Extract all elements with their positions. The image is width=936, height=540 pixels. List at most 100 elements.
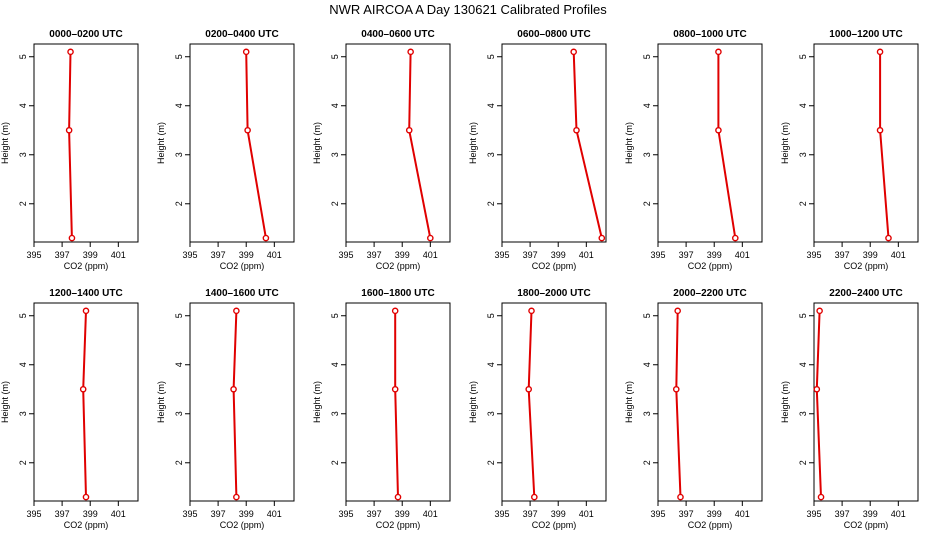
y-tick-label: 4 [18,362,28,367]
profile-point [67,48,74,56]
panel-frame [657,43,763,243]
x-axis-label: CO2 (ppm) [688,520,733,530]
x-tick-label: 399 [83,509,98,519]
profile-point [65,126,73,134]
profile-point [233,493,240,501]
y-tick-label: 4 [798,362,808,367]
x-tick-label: 401 [891,250,906,260]
x-tick-label: 399 [239,509,254,519]
panel-4: 0600–0800 UTC 395 397 399 401 2 3 4 5 CO2 (ppm) He… [468,29,607,271]
panel-10: 1800–2000 UTC 395 397 399 401 2 3 4 5 CO2 (ppm) He… [468,288,607,530]
y-axis-label: Height (m) [780,122,790,164]
y-tick-label: 5 [330,54,340,59]
y-tick-label: 3 [798,411,808,416]
x-tick-label: 399 [863,509,878,519]
x-tick-label: 399 [83,250,98,260]
x-axis-label: CO2 (ppm) [532,261,577,271]
profile-point [262,234,270,242]
y-axis-label: Height (m) [624,122,634,164]
panel-7: 1200–1400 UTC 395 397 399 401 2 3 4 5 CO2 (ppm) He… [0,288,139,530]
panel-frame [33,302,139,502]
panel-frame [33,43,139,243]
x-tick-label: 395 [338,250,353,260]
profile-line [815,310,822,498]
profile-point [876,48,884,56]
profile-point [817,493,825,501]
y-tick-label: 3 [174,152,184,157]
y-tick-label: 2 [642,460,652,465]
x-tick-label: 395 [650,509,665,519]
x-tick-label: 399 [551,509,566,519]
y-tick-label: 2 [486,201,496,206]
x-tick-label: 397 [679,250,694,260]
profile-point [570,48,577,56]
x-tick-label: 401 [735,250,750,260]
x-tick-label: 395 [494,250,509,260]
profile-point [531,493,538,501]
panel-2: 0200–0400 UTC 395 397 399 401 2 3 4 5 CO2 (ppm) He… [156,29,295,271]
panel-5: 0800–1000 UTC 395 397 399 401 2 3 4 5 CO2 (ppm) He… [624,29,763,271]
y-tick-label: 3 [486,152,496,157]
panel-frame [657,302,763,502]
x-tick-label: 397 [835,250,850,260]
profile-line [68,51,73,239]
x-tick-label: 401 [111,509,126,519]
y-tick-label: 5 [174,54,184,59]
y-tick-label: 5 [330,313,340,318]
profile-point [525,385,533,393]
y-tick-label: 3 [174,411,184,416]
panel-11: 2000–2200 UTC 395 397 399 401 2 3 4 5 CO2 (ppm) He… [624,288,763,530]
y-tick-label: 3 [18,411,28,416]
y-axis-label: Height (m) [468,122,478,164]
y-tick-label: 3 [330,411,340,416]
y-tick-label: 3 [486,411,496,416]
panel-1: 0000–0200 UTC 395 397 399 401 2 3 4 5 CO2 (ppm) He… [0,29,139,271]
y-tick-label: 5 [798,313,808,318]
panel-frame [501,302,607,502]
y-tick-label: 2 [330,460,340,465]
x-tick-label: 401 [735,509,750,519]
x-tick-label: 399 [395,250,410,260]
figure-title: NWR AIRCOA A Day 130621 Calibrated Profi… [329,2,607,17]
y-tick-label: 4 [486,362,496,367]
panel-8: 1400–1600 UTC 395 397 399 401 2 3 4 5 CO2 (ppm) He… [156,288,295,530]
x-tick-label: 395 [650,250,665,260]
profile-point [230,385,237,393]
y-tick-label: 3 [642,152,652,157]
y-tick-label: 2 [798,201,808,206]
profile-point [79,385,87,393]
panel-6: 1000–1200 UTC 395 397 399 401 2 3 4 5 CO2 (ppm) He… [780,29,919,271]
profile-point [407,48,414,56]
panel-frame [345,43,451,243]
profile-line [675,310,682,498]
y-axis-label: Height (m) [156,122,166,164]
y-tick-label: 2 [486,460,496,465]
panel-title: 1200–1400 UTC [49,288,122,299]
x-axis-label: CO2 (ppm) [844,261,889,271]
panel-title: 0400–0600 UTC [361,29,434,40]
y-axis-label: Height (m) [312,122,322,164]
y-tick-label: 5 [642,313,652,318]
profile-point [82,307,90,315]
x-axis-label: CO2 (ppm) [376,520,421,530]
panel-frame [189,302,295,502]
y-tick-label: 4 [18,103,28,108]
x-tick-label: 401 [579,250,594,260]
x-axis-label: CO2 (ppm) [688,261,733,271]
x-tick-label: 395 [338,509,353,519]
x-tick-label: 401 [579,509,594,519]
y-tick-label: 4 [174,103,184,108]
x-tick-label: 397 [679,509,694,519]
profile-point [405,126,413,134]
x-tick-label: 399 [863,250,878,260]
x-tick-label: 397 [55,509,70,519]
y-tick-label: 5 [174,313,184,318]
x-axis-label: CO2 (ppm) [64,261,109,271]
profile-line [572,51,603,239]
panel-frame [813,43,919,243]
profile-point [672,385,680,393]
y-tick-label: 4 [330,362,340,367]
panel-title: 1400–1600 UTC [205,288,278,299]
profile-point [82,493,90,501]
